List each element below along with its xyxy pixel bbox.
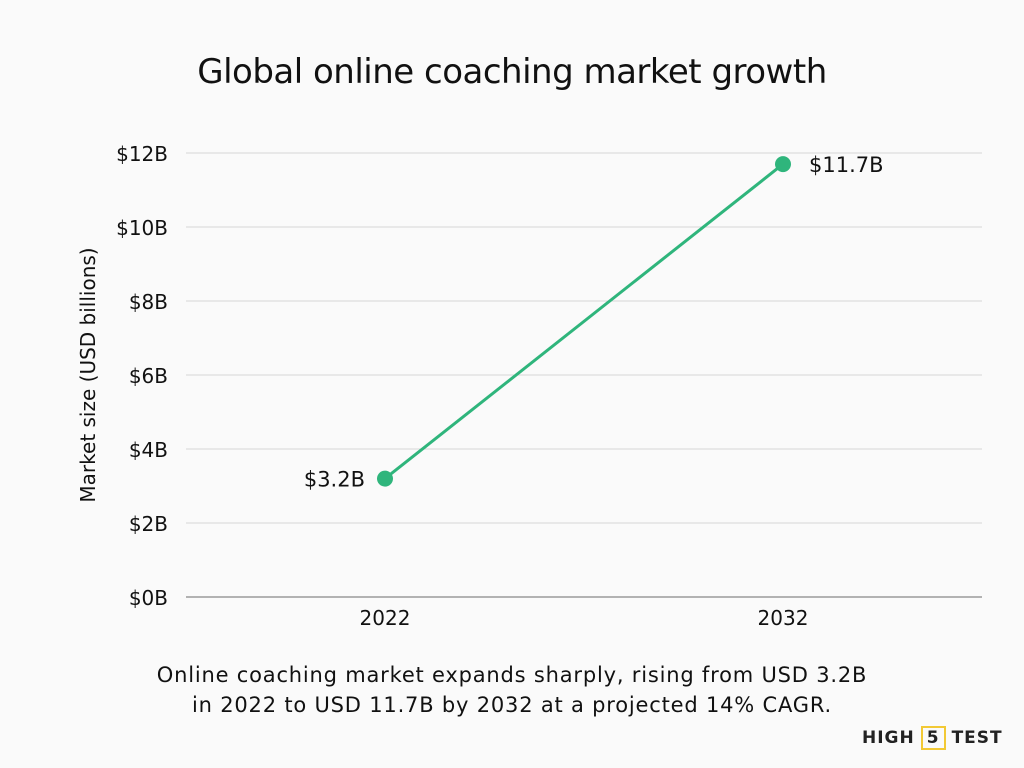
- data-point: [377, 470, 393, 487]
- high5test-logo: HIGH 5 TEST: [862, 726, 1003, 750]
- x-tick-label: 2022: [360, 606, 411, 630]
- series-line: [384, 162, 784, 480]
- chart-caption: Online coaching market expands sharply, …: [0, 660, 1024, 720]
- data-label: $11.7B: [809, 153, 884, 177]
- caption-line-2: in 2022 to USD 11.7B by 2032 at a projec…: [192, 693, 832, 717]
- y-tick-label: $12B: [116, 142, 168, 166]
- line-chart: $0B $2B $4B $6B $8B $10B $12B 2022 2032 Market si…: [76, 142, 982, 630]
- y-axis-label: Market size (USD billions): [76, 247, 100, 502]
- y-tick-label: $2B: [129, 512, 168, 536]
- chart-title: Global online coaching market growth: [197, 52, 827, 92]
- caption-line-1: Online coaching market expands sharply, …: [156, 663, 868, 687]
- y-tick-label: $4B: [129, 438, 168, 462]
- data-label: $3.2B: [304, 468, 365, 492]
- logo-text-test: TEST: [951, 728, 1003, 748]
- logo-text-five: 5: [920, 726, 946, 750]
- y-tick-label: $10B: [116, 216, 168, 240]
- y-tick-label: $0B: [129, 586, 168, 610]
- logo-text-high: HIGH: [862, 728, 915, 748]
- y-tick-label: $6B: [129, 364, 168, 388]
- y-tick-label: $8B: [129, 290, 168, 314]
- x-tick-label: 2032: [758, 606, 809, 630]
- data-point: [775, 156, 791, 173]
